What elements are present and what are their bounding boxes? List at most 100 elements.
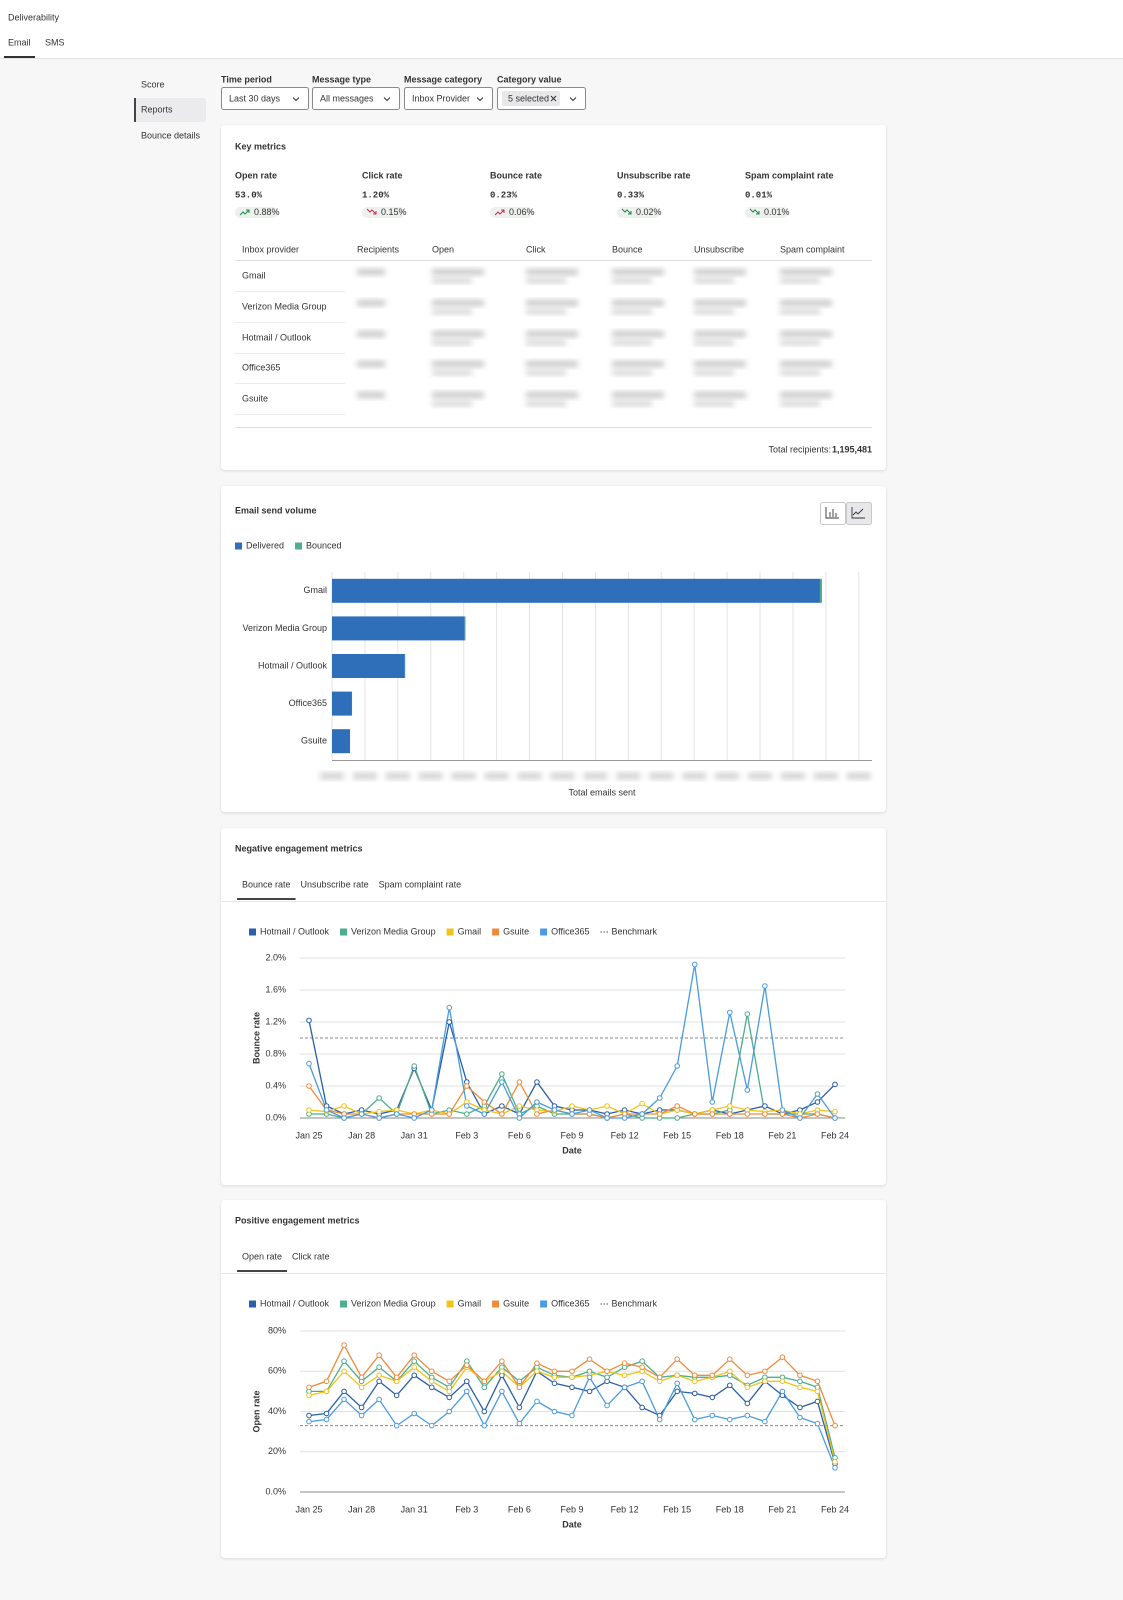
data-point (586, 1374, 593, 1381)
data-point (358, 1384, 365, 1391)
table-row-label: Office365 (242, 362, 280, 372)
data-point (814, 1388, 821, 1395)
data-point (674, 1103, 681, 1109)
data-point (569, 1368, 575, 1375)
metric-value: 0.33% (617, 190, 645, 200)
blurred-cell (612, 278, 652, 283)
chart-tab[interactable]: Bounce rate (242, 879, 291, 889)
data-point (393, 1392, 400, 1399)
trend-arrow (621, 208, 632, 215)
data-point (464, 1083, 470, 1089)
chart-tab[interactable]: Unsubscribe rate (301, 879, 369, 889)
table-header: Bounce (612, 244, 643, 254)
header-tab[interactable]: Email (8, 37, 31, 47)
filter-dropdown[interactable] (312, 87, 400, 110)
sidebar-item[interactable]: Bounce details (141, 130, 201, 140)
sidebar-item[interactable]: Reports (141, 104, 173, 114)
y-tick-label: 60% (268, 1366, 286, 1376)
y-tick-label: Gmail (303, 585, 327, 595)
tab-underline (4, 56, 35, 58)
blurred-cell (526, 370, 566, 375)
y-tick-label: 1.6% (265, 984, 286, 994)
legend-label: Benchmark (611, 926, 657, 936)
data-point (376, 1396, 382, 1403)
data-point (499, 1103, 505, 1109)
data-point (709, 1099, 716, 1105)
data-point (814, 1099, 821, 1105)
data-point (709, 1111, 716, 1117)
data-point (691, 1372, 698, 1379)
data-point (393, 1374, 400, 1381)
x-tick-label: Jan 31 (401, 1504, 428, 1514)
blurred-cell (780, 269, 832, 275)
chart-tab[interactable]: Open rate (242, 1251, 282, 1261)
metric-change: 0.01% (764, 207, 790, 217)
data-point (306, 1418, 312, 1425)
data-point (481, 1378, 488, 1385)
data-point (428, 1107, 435, 1113)
data-point (516, 1115, 523, 1121)
filter-dropdown[interactable] (221, 87, 309, 110)
data-point (639, 1111, 645, 1117)
data-point (744, 1087, 751, 1093)
data-point (674, 1356, 681, 1362)
trend-arrow (366, 208, 377, 215)
data-point (534, 1360, 540, 1366)
data-point (464, 1388, 470, 1395)
blurred-tick-label (352, 773, 377, 779)
data-point (814, 1111, 821, 1117)
data-point (727, 1103, 733, 1109)
data-point (411, 1115, 418, 1121)
y-tick-label: 0.4% (265, 1080, 286, 1090)
blurred-cell (780, 331, 832, 337)
filter-value: 5 selected (508, 93, 549, 103)
blurred-tick-label (682, 773, 707, 779)
data-point (779, 1388, 786, 1395)
data-point (551, 1107, 558, 1113)
chart-tab[interactable]: Spam complaint rate (379, 879, 462, 889)
metric-change-chip (745, 207, 788, 218)
data-point (499, 1388, 505, 1395)
header-tab[interactable]: SMS (45, 37, 65, 47)
data-point (516, 1420, 523, 1427)
x-tick-label: Feb 9 (560, 1504, 583, 1514)
filter-label: Time period (221, 74, 272, 84)
chip-remove[interactable] (550, 95, 557, 102)
data-point (446, 1378, 453, 1385)
data-point (727, 1382, 733, 1389)
data-point (779, 1354, 786, 1360)
data-point (814, 1420, 821, 1427)
y-tick-label: 0.0% (265, 1486, 286, 1496)
data-point (586, 1388, 593, 1395)
data-point (674, 1372, 681, 1379)
chevron (292, 97, 300, 102)
sidebar-item[interactable]: Score (141, 79, 165, 89)
data-point (779, 1107, 786, 1113)
blurred-cell (694, 269, 746, 275)
metric-change-chip (362, 207, 405, 218)
data-point (306, 1384, 312, 1391)
data-point (727, 1009, 733, 1016)
x-tick-label: Feb 3 (455, 1130, 478, 1140)
data-point (428, 1378, 435, 1385)
blurred-cell (780, 300, 832, 306)
chart-tab[interactable]: Click rate (292, 1251, 330, 1261)
legend-label: Gsuite (503, 926, 529, 936)
metric-change-chip (490, 207, 533, 218)
x-tick-label: Feb 12 (611, 1130, 639, 1140)
card-title: Negative engagement metrics (235, 843, 363, 853)
legend-swatch (446, 928, 454, 936)
data-point (306, 1107, 312, 1113)
blurred-cell (432, 361, 484, 367)
y-tick-label: 1.2% (265, 1016, 286, 1026)
legend-swatch (249, 1300, 256, 1308)
filter-dropdown[interactable] (404, 87, 493, 110)
data-point (499, 1368, 505, 1375)
legend-swatch (540, 1300, 548, 1308)
data-point (727, 1111, 733, 1117)
metric-change-chip (617, 207, 660, 218)
x-tick-label: Feb 15 (663, 1504, 691, 1514)
metric-change: 0.15% (381, 207, 407, 217)
data-point (534, 1398, 540, 1405)
metric-value: 1.20% (362, 190, 390, 200)
